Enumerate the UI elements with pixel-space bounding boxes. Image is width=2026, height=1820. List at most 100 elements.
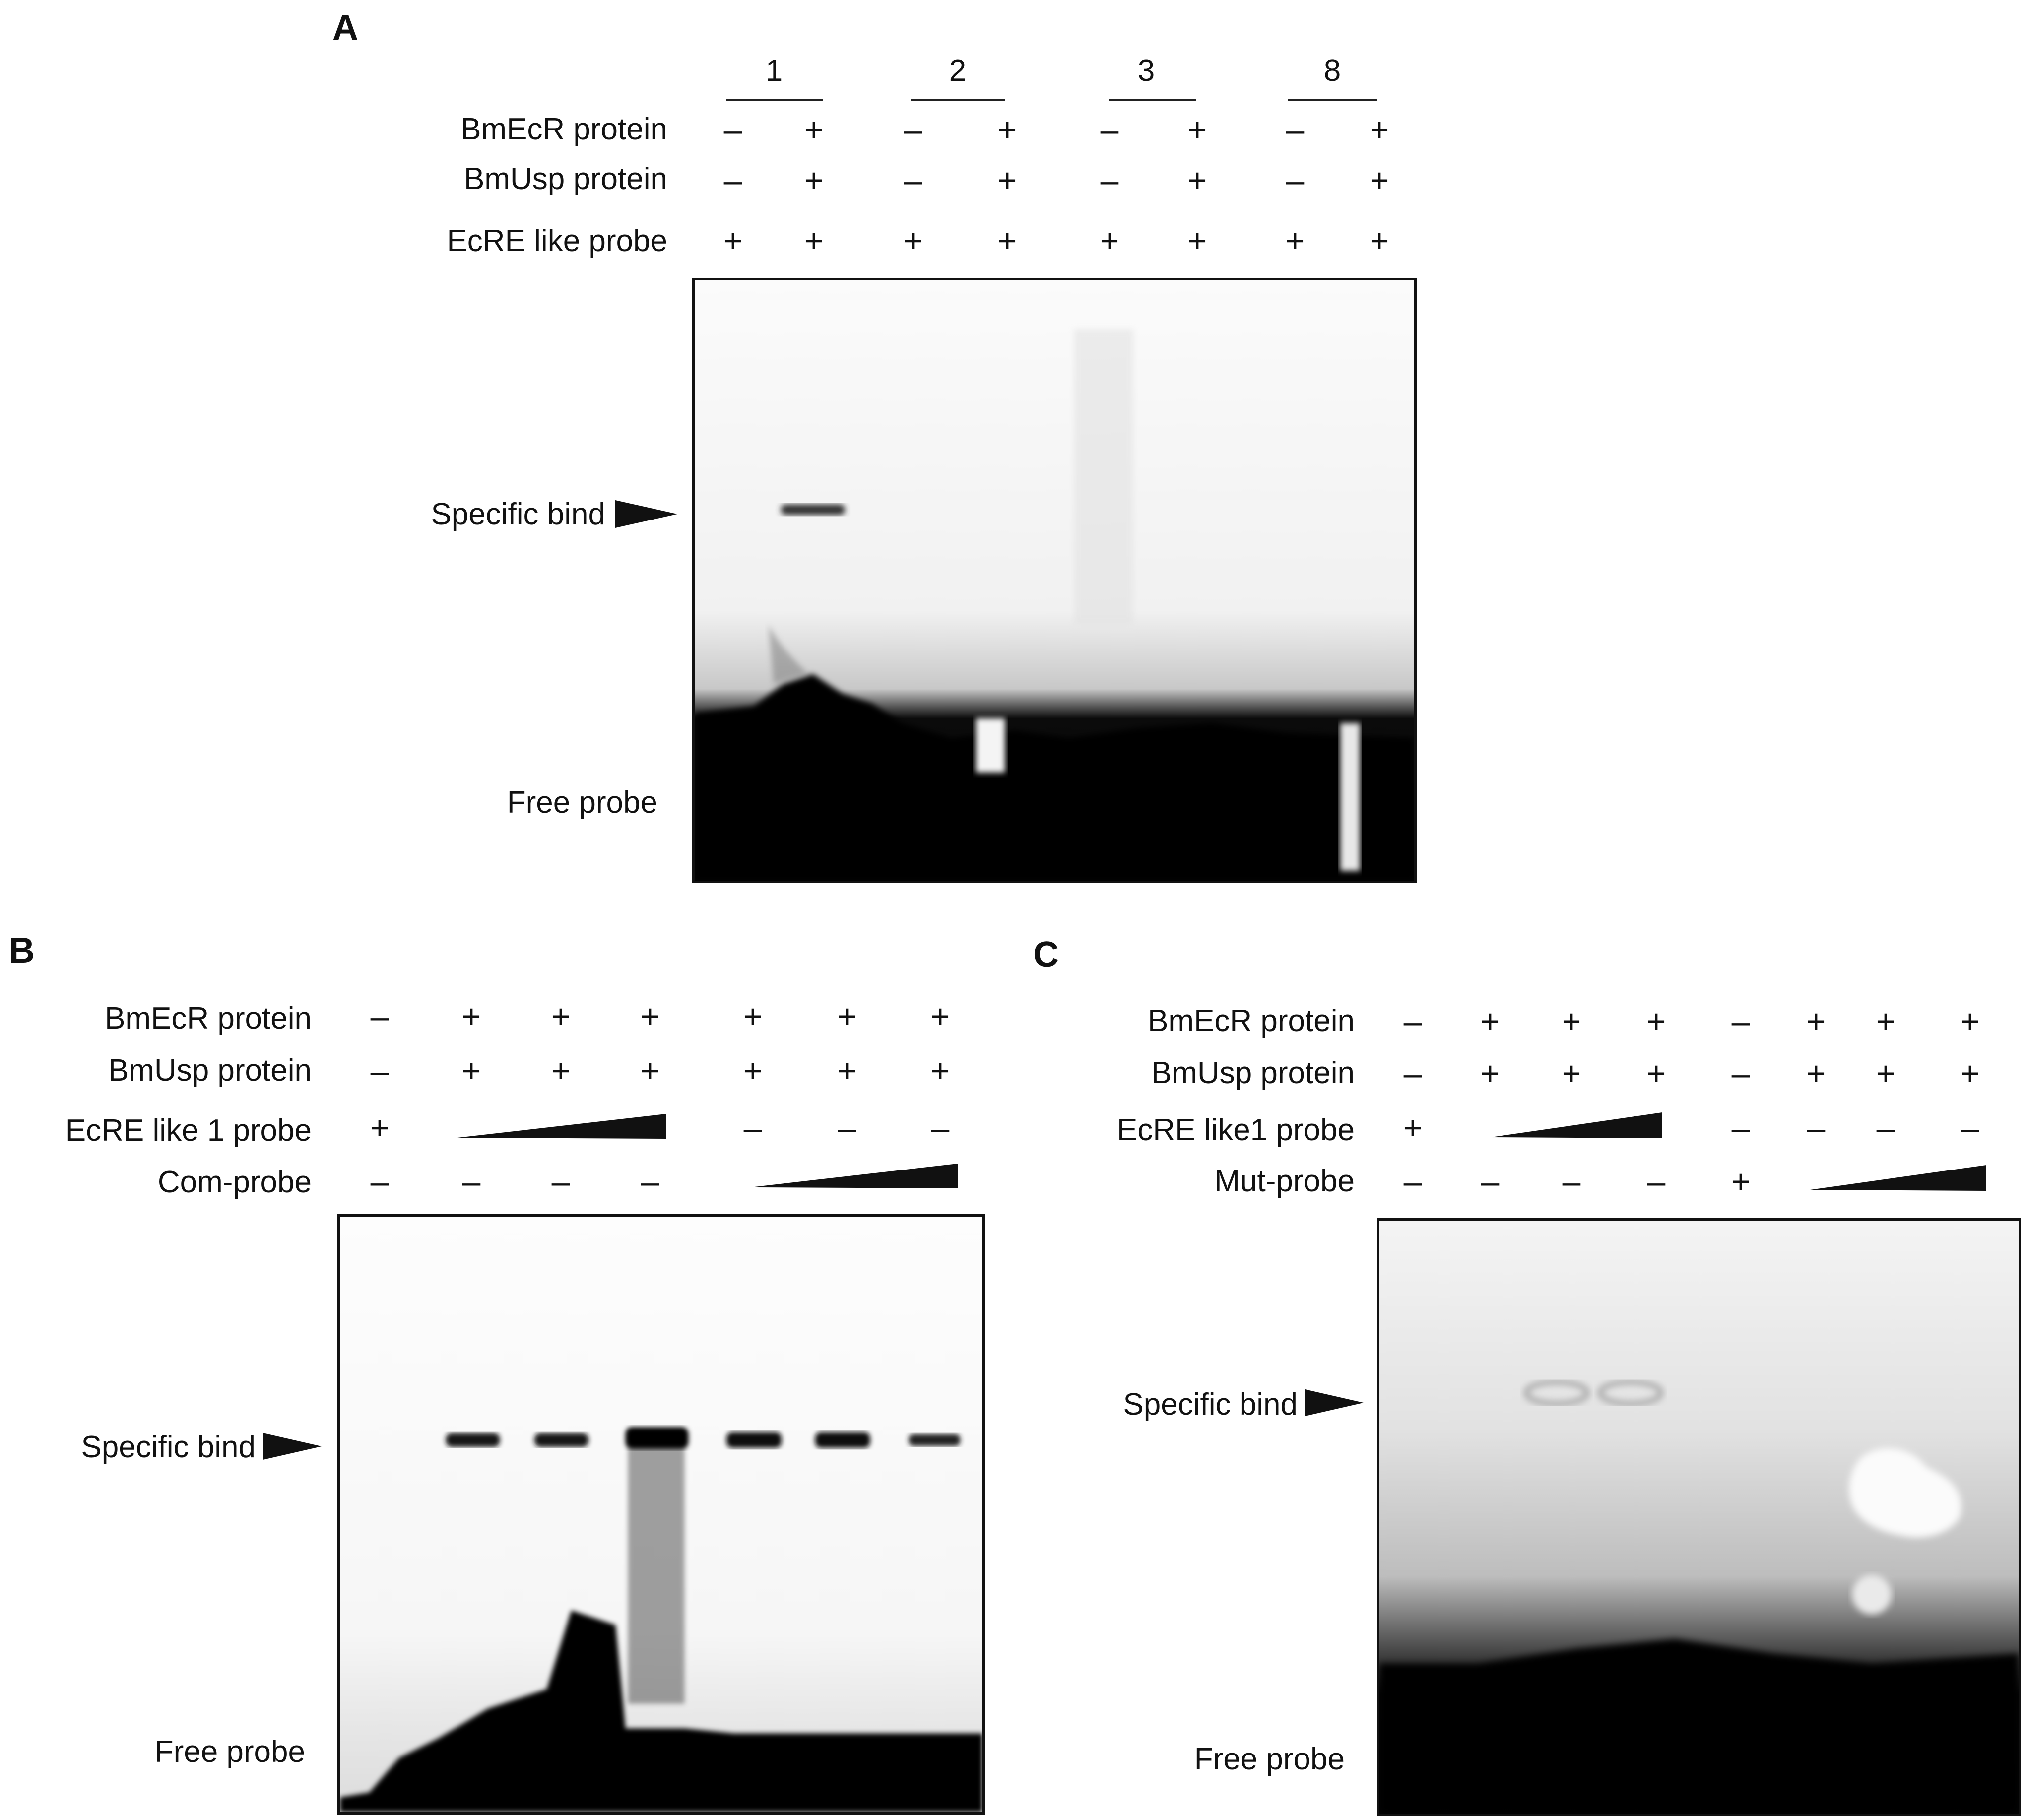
row-label-com-probe: Com-probe (157, 1165, 312, 1199)
panel-c-letter: C (1033, 935, 1059, 975)
sign: – (1481, 1163, 1500, 1200)
row-label-bmecr: BmEcR protein (1148, 1004, 1355, 1038)
arrowhead-icon (263, 1433, 322, 1460)
sign: + (370, 1109, 390, 1146)
sign: + (551, 998, 571, 1035)
sign: + (1370, 222, 1389, 259)
sign: + (1646, 1003, 1666, 1040)
sign: + (1187, 162, 1207, 198)
sign: – (1403, 1003, 1422, 1040)
row-label-bmusp: BmUsp protein (1151, 1056, 1355, 1090)
sign: + (743, 998, 763, 1035)
row-label-mut-probe: Mut-probe (1214, 1164, 1355, 1198)
sign: – (1100, 111, 1119, 148)
row-label-ecre-probe: EcRE like 1 probe (65, 1113, 312, 1148)
specific-bind-label: Specific bind (431, 497, 605, 531)
sign: + (804, 111, 824, 148)
gel-image-a (692, 278, 1417, 883)
sign: + (903, 222, 923, 259)
sign: + (1646, 1055, 1666, 1092)
sign: – (904, 162, 922, 198)
sign: + (804, 222, 824, 259)
sign: – (1807, 1109, 1826, 1146)
sign: + (997, 111, 1017, 148)
sign: + (640, 1052, 660, 1089)
specific-bind-label: Specific bind (1123, 1387, 1298, 1422)
sign: – (1961, 1109, 1979, 1146)
sign: + (997, 222, 1017, 259)
panel-b-letter: B (9, 931, 35, 971)
sign: – (1876, 1109, 1895, 1146)
free-probe-label: Free probe (154, 1735, 305, 1769)
sign: + (1370, 162, 1389, 198)
sign: + (461, 1052, 481, 1089)
concentration-wedge-icon (750, 1164, 958, 1188)
sign: + (551, 1052, 571, 1089)
lane-group-underline (911, 99, 1005, 101)
sign: + (723, 222, 743, 259)
sign: – (1100, 162, 1119, 198)
sign: + (1285, 222, 1305, 259)
sign: + (1100, 222, 1119, 259)
panel-a-letter: A (332, 8, 358, 48)
sign: – (551, 1163, 570, 1200)
sign: + (1562, 1055, 1581, 1092)
sign: + (930, 998, 950, 1035)
row-label-bmusp: BmUsp protein (108, 1053, 312, 1088)
sign: – (1403, 1055, 1422, 1092)
lane-group-label: 1 (765, 54, 783, 88)
gel-image-b (337, 1214, 985, 1815)
sign: + (1876, 1003, 1895, 1040)
sign: + (1562, 1003, 1581, 1040)
row-label-bmecr: BmEcR protein (460, 112, 667, 146)
lane-group-label: 8 (1323, 54, 1341, 88)
sign: – (370, 1163, 389, 1200)
sign: + (640, 998, 660, 1035)
sign: – (931, 1109, 950, 1146)
row-label-probe: EcRE like probe (447, 224, 667, 258)
sign: – (1647, 1163, 1666, 1200)
sign: – (743, 1109, 762, 1146)
lane-group-underline (726, 99, 823, 101)
sign: – (1731, 1055, 1750, 1092)
row-label-bmecr: BmEcR protein (105, 1001, 312, 1036)
lane-group-underline (1109, 99, 1196, 101)
row-label-ecre-probe: EcRE like1 probe (1116, 1113, 1355, 1147)
sign: + (1370, 111, 1389, 148)
free-probe-label: Free probe (507, 785, 657, 820)
sign: + (1806, 1055, 1826, 1092)
sign: – (462, 1163, 481, 1200)
sign: + (1403, 1109, 1423, 1146)
sign: + (1731, 1163, 1751, 1200)
sign: – (723, 111, 742, 148)
sign: – (1731, 1109, 1750, 1146)
sign: – (641, 1163, 659, 1200)
sign: + (837, 1052, 857, 1089)
specific-bind-label: Specific bind (81, 1430, 256, 1464)
concentration-wedge-icon (1491, 1112, 1662, 1138)
sign: – (1286, 111, 1305, 148)
lane-group-label: 3 (1137, 54, 1155, 88)
sign: – (1286, 162, 1305, 198)
sign: – (904, 111, 922, 148)
sign: – (370, 998, 389, 1035)
sign: + (930, 1052, 950, 1089)
sign: + (1480, 1055, 1500, 1092)
sign: + (1960, 1003, 1980, 1040)
sign: + (1480, 1003, 1500, 1040)
concentration-wedge-icon (1810, 1165, 1986, 1191)
sign: + (997, 162, 1017, 198)
sign: – (1562, 1163, 1581, 1200)
sign: + (1876, 1055, 1895, 1092)
sign: + (743, 1052, 763, 1089)
gel-image-c (1377, 1218, 2021, 1816)
sign: – (838, 1109, 856, 1146)
sign: + (837, 998, 857, 1035)
sign: – (723, 162, 742, 198)
lane-group-underline (1288, 99, 1377, 101)
sign: – (1731, 1003, 1750, 1040)
sign: + (804, 162, 824, 198)
lane-group-label: 2 (949, 54, 967, 88)
sign: + (1187, 222, 1207, 259)
arrowhead-icon (1305, 1389, 1364, 1416)
